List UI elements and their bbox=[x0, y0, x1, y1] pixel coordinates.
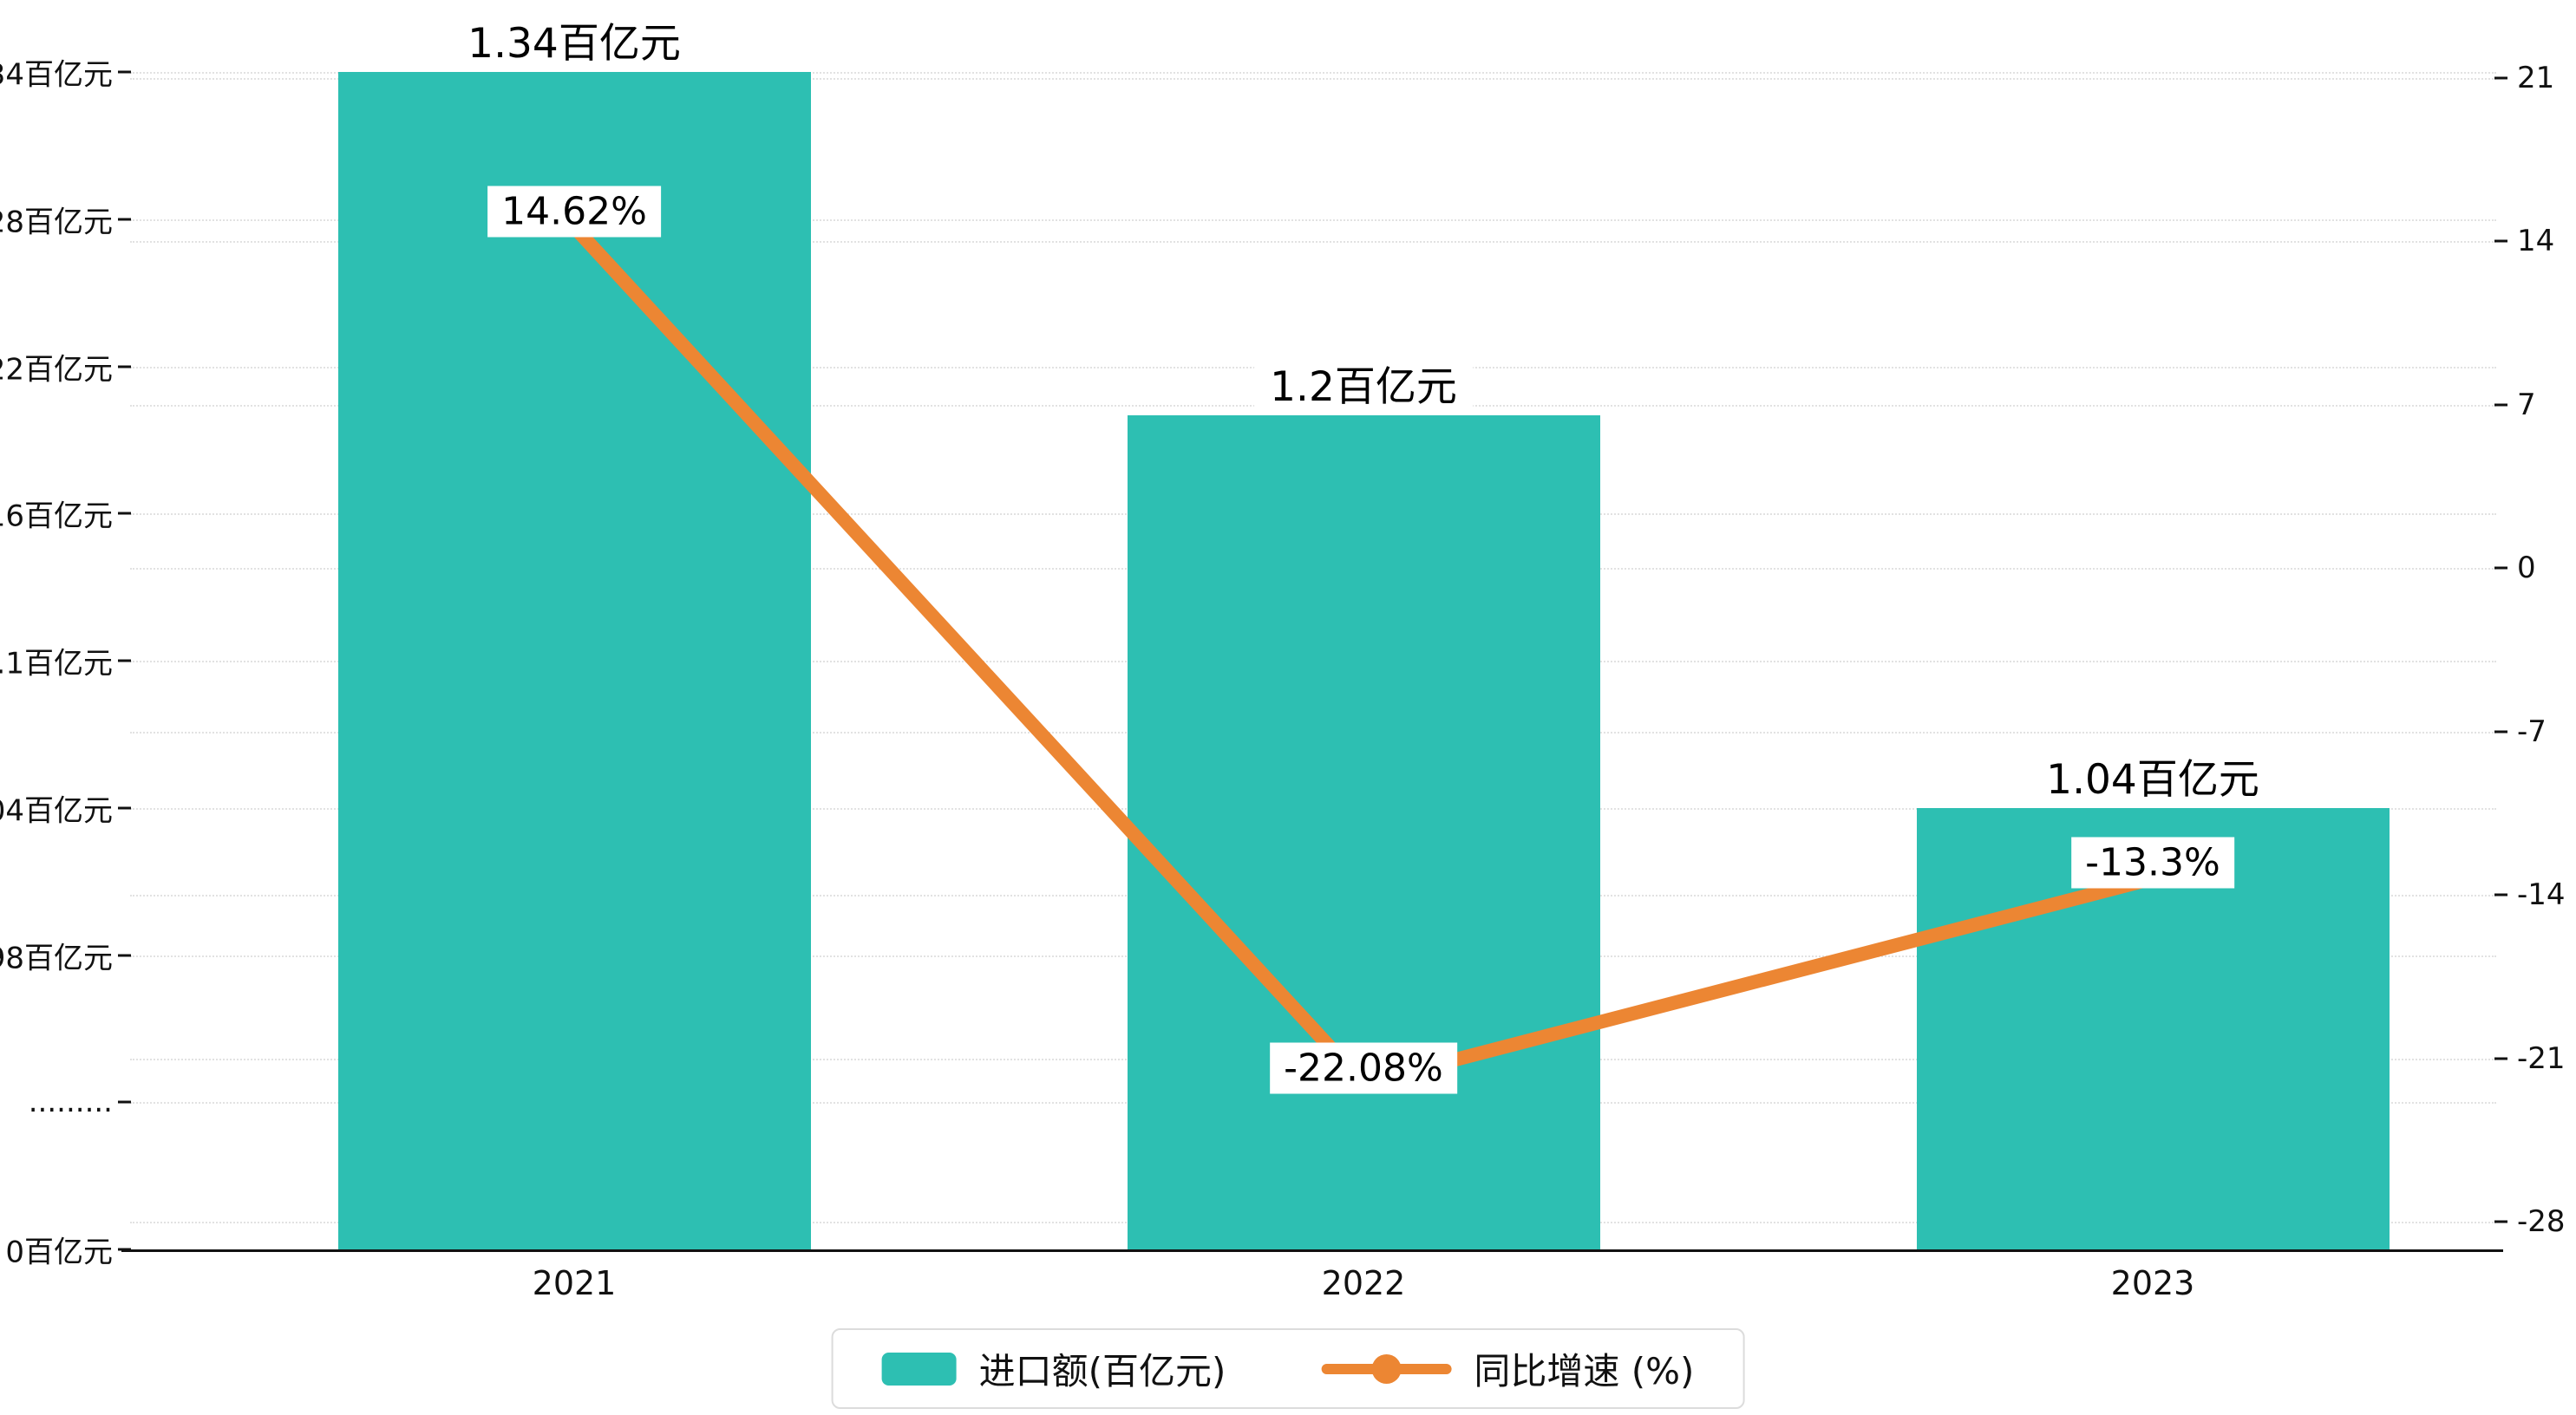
legend-item-growth[interactable]: 同比增速 (%) bbox=[1321, 1342, 1694, 1395]
bar-value-label: 1.34百亿元 bbox=[452, 7, 696, 72]
legend-item-imports[interactable]: 进口额(百亿元) bbox=[881, 1342, 1226, 1395]
growth-value-label: 14.62% bbox=[487, 186, 661, 238]
y-axis-label-left: ......... bbox=[28, 1085, 113, 1120]
y-axis-tick-left bbox=[118, 70, 131, 74]
y-axis-tick-right bbox=[2494, 730, 2507, 734]
gridline bbox=[130, 78, 2496, 80]
y-axis-tick-right bbox=[2494, 1220, 2507, 1223]
y-axis-tick-left bbox=[118, 1100, 131, 1104]
y-axis-label-right: 21 bbox=[2517, 61, 2555, 95]
gridline bbox=[130, 72, 2496, 74]
y-axis-tick-left bbox=[118, 365, 131, 368]
bar-series-swatch-icon bbox=[881, 1352, 957, 1386]
y-axis-label-left: 1.22百亿元 bbox=[0, 352, 113, 387]
y-axis-label-left: 1.04百亿元 bbox=[0, 793, 113, 829]
line-series-swatch-icon bbox=[1321, 1353, 1452, 1384]
y-axis-tick-left bbox=[118, 806, 131, 810]
y-axis-tick-right bbox=[2494, 1057, 2507, 1060]
bar-2022[interactable] bbox=[1127, 415, 1600, 1249]
bar-value-label: 1.2百亿元 bbox=[1254, 350, 1473, 416]
y-axis-label-right: 14 bbox=[2517, 224, 2555, 259]
y-axis-label-right: -7 bbox=[2517, 714, 2547, 749]
y-axis-tick-right bbox=[2494, 893, 2507, 897]
y-axis-tick-left bbox=[118, 218, 131, 221]
bar-value-label: 1.04百亿元 bbox=[2030, 742, 2275, 808]
x-axis-line bbox=[121, 1249, 2503, 1252]
x-axis-label: 2022 bbox=[1321, 1264, 1406, 1302]
y-axis-label-left: 1.1百亿元 bbox=[0, 646, 113, 681]
y-axis-tick-left bbox=[118, 954, 131, 956]
y-axis-label-left: 0百亿元 bbox=[5, 1235, 113, 1270]
y-axis-label-right: 7 bbox=[2517, 387, 2536, 422]
y-axis-tick-right bbox=[2494, 566, 2507, 570]
y-axis-tick-right bbox=[2494, 403, 2507, 407]
x-axis-label: 2023 bbox=[2110, 1264, 2195, 1302]
legend-label-imports: 进口额(百亿元) bbox=[978, 1350, 1226, 1392]
y-axis-label-right: -14 bbox=[2517, 877, 2566, 913]
y-axis-label-right: 0 bbox=[2517, 551, 2536, 586]
bar-2021[interactable] bbox=[337, 72, 811, 1249]
y-axis-label-left: 1.34百亿元 bbox=[0, 57, 113, 93]
growth-value-label: -13.3% bbox=[2071, 837, 2234, 889]
legend: 进口额(百亿元) 同比增速 (%) bbox=[831, 1328, 1745, 1409]
line-series-dot-icon bbox=[1371, 1353, 1402, 1384]
y-axis-label-left: 1.16百亿元 bbox=[0, 499, 113, 534]
y-axis-label-right: -28 bbox=[2517, 1204, 2566, 1239]
y-axis-tick-left bbox=[118, 512, 131, 515]
y-axis-tick-left bbox=[118, 659, 131, 662]
growth-value-label: -22.08% bbox=[1270, 1042, 1457, 1094]
y-axis-tick-right bbox=[2494, 76, 2507, 80]
y-axis-tick-right bbox=[2494, 239, 2507, 243]
y-axis-label-left: 1.28百亿元 bbox=[0, 205, 113, 240]
y-axis-label-right: -21 bbox=[2517, 1040, 2566, 1076]
x-axis-label: 2021 bbox=[532, 1264, 617, 1302]
y-axis-label-left: 0.98百亿元 bbox=[0, 941, 113, 975]
legend-label-growth: 同比增速 (%) bbox=[1474, 1350, 1695, 1392]
